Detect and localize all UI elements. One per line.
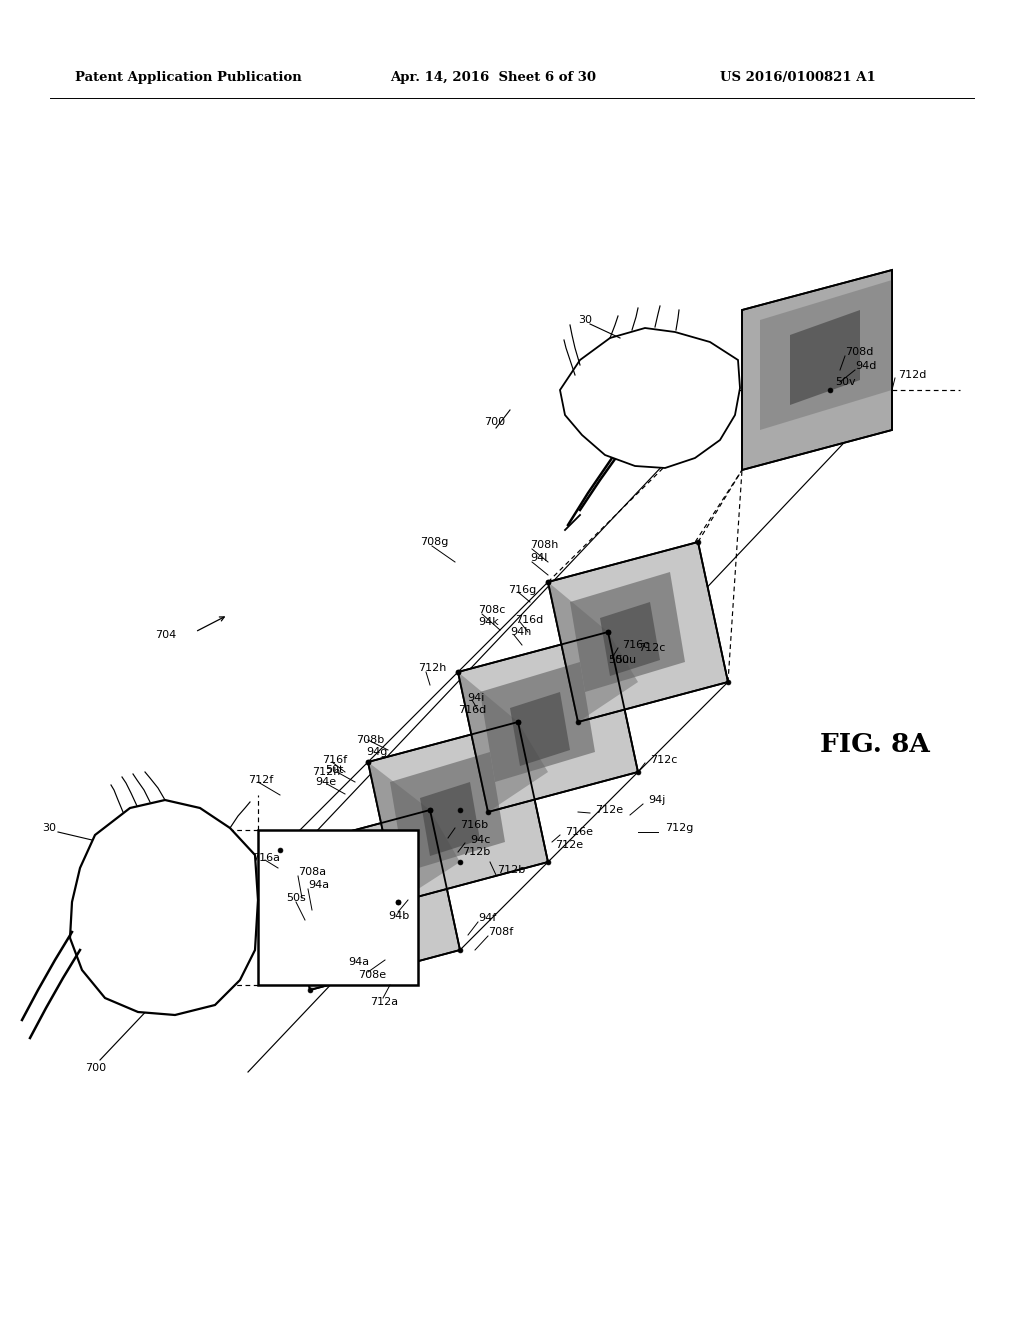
Text: 708e: 708e [358, 970, 386, 979]
Text: 716c: 716c [622, 640, 649, 649]
Text: 708c: 708c [478, 605, 506, 615]
Text: 712e: 712e [595, 805, 624, 814]
Text: 712b: 712b [497, 865, 525, 875]
Polygon shape [70, 800, 258, 1015]
Text: 50v: 50v [835, 378, 856, 387]
Text: 716g: 716g [508, 585, 537, 595]
Polygon shape [420, 781, 480, 855]
Text: 94d: 94d [855, 360, 877, 371]
Polygon shape [368, 722, 548, 902]
Text: 50t: 50t [325, 766, 343, 775]
Polygon shape [790, 310, 860, 405]
Text: 94a: 94a [308, 880, 329, 890]
Text: FIG. 8A: FIG. 8A [820, 733, 930, 758]
Polygon shape [760, 280, 892, 430]
Text: 716e: 716e [565, 828, 593, 837]
Text: 708h: 708h [530, 540, 558, 550]
Text: 30: 30 [578, 315, 592, 325]
Polygon shape [368, 762, 460, 902]
Polygon shape [548, 582, 638, 722]
Polygon shape [742, 271, 892, 470]
Text: 712c: 712c [650, 755, 677, 766]
Text: 716d: 716d [515, 615, 544, 624]
Text: 94c: 94c [470, 836, 490, 845]
Text: 712h: 712h [312, 767, 340, 777]
Text: 94g: 94g [366, 747, 387, 756]
Polygon shape [480, 663, 595, 781]
Polygon shape [390, 752, 505, 873]
Text: 700: 700 [484, 417, 505, 426]
Text: 50u: 50u [608, 655, 629, 665]
Polygon shape [458, 632, 638, 812]
Text: 716d: 716d [458, 705, 486, 715]
Text: 708b: 708b [356, 735, 384, 744]
Text: Apr. 14, 2016  Sheet 6 of 30: Apr. 14, 2016 Sheet 6 of 30 [390, 71, 596, 84]
Text: 94a: 94a [348, 957, 369, 968]
Polygon shape [300, 840, 415, 960]
Polygon shape [258, 830, 418, 985]
Text: 712c: 712c [638, 643, 666, 653]
Text: 94b: 94b [388, 911, 410, 921]
Text: 94k: 94k [478, 616, 499, 627]
Polygon shape [570, 572, 685, 692]
Text: 94l: 94l [530, 553, 548, 564]
Text: 712g: 712g [665, 822, 693, 833]
Polygon shape [458, 672, 548, 812]
Text: 712e: 712e [555, 840, 583, 850]
Text: 712f: 712f [248, 775, 273, 785]
Text: 50u: 50u [615, 655, 636, 665]
Text: 94j: 94j [648, 795, 666, 805]
Text: 708d: 708d [845, 347, 873, 356]
Text: 708f: 708f [488, 927, 513, 937]
Text: 94f: 94f [478, 913, 497, 923]
Polygon shape [600, 602, 660, 676]
Text: 704: 704 [155, 630, 176, 640]
Text: 708a: 708a [298, 867, 326, 876]
Polygon shape [510, 692, 570, 766]
Polygon shape [280, 810, 460, 990]
Text: 712h: 712h [418, 663, 446, 673]
Text: 94i: 94i [467, 693, 484, 704]
Text: US 2016/0100821 A1: US 2016/0100821 A1 [720, 71, 876, 84]
Text: 30: 30 [42, 822, 56, 833]
Polygon shape [330, 873, 390, 946]
Text: Patent Application Publication: Patent Application Publication [75, 71, 302, 84]
Text: 700: 700 [85, 1063, 106, 1073]
Text: 708g: 708g [420, 537, 449, 546]
Text: 50s: 50s [286, 894, 306, 903]
Polygon shape [560, 327, 740, 469]
Text: 716f: 716f [322, 755, 347, 766]
Text: 712a: 712a [370, 997, 398, 1007]
Polygon shape [548, 543, 728, 722]
Text: 716b: 716b [460, 820, 488, 830]
Text: 94e: 94e [315, 777, 336, 787]
Text: 712d: 712d [898, 370, 927, 380]
Text: 94h: 94h [510, 627, 531, 638]
Text: 716a: 716a [252, 853, 280, 863]
Text: 712b: 712b [462, 847, 490, 857]
